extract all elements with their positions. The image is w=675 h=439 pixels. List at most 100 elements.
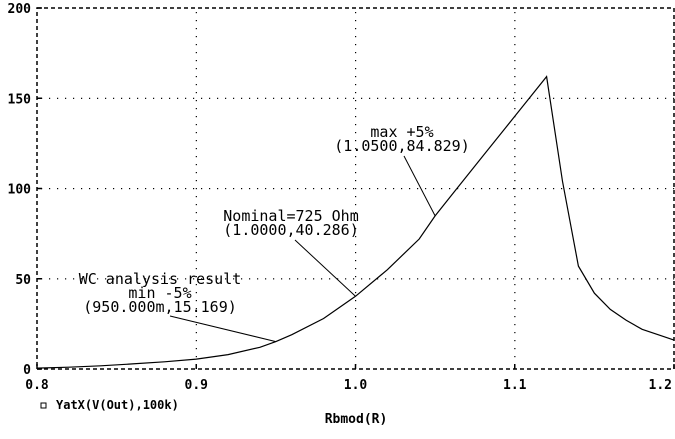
grid-dot [249,97,251,99]
grid-dot [401,97,403,99]
grid-dot [355,284,357,286]
grid-dot [514,252,516,254]
grid-dot [489,188,491,190]
grid-dot [153,97,155,99]
grid-dot [297,97,299,99]
grid-dot [121,278,123,280]
grid-dot [105,278,107,280]
annotation-text: (950.000m,15.169) [83,298,237,316]
grid-dot [195,44,197,46]
grid-dot [514,44,516,46]
grid-dot [457,97,459,99]
grid-dot [195,100,197,102]
grid-dot [345,188,347,190]
grid-dot [449,188,451,190]
grid-dot [417,188,419,190]
grid-dot [89,97,91,99]
grid-dot [289,278,291,280]
grid-dot [249,278,251,280]
grid-dot [673,97,675,99]
grid-dot [355,164,357,166]
grid-dot [225,188,227,190]
grid-dot [513,97,515,99]
annotation-leader [403,155,436,217]
grid-dot [257,188,259,190]
grid-dot [321,188,323,190]
legend-label: YatX(V(Out),100k) [56,398,179,412]
grid-dot [195,332,197,334]
grid-dot [433,97,435,99]
grid-dot [249,188,251,190]
grid-dot [433,278,435,280]
annotation-leader [294,239,356,297]
grid-dot [529,278,531,280]
grid-dot [355,28,357,30]
grid-dot [665,97,667,99]
grid-dot [129,278,131,280]
grid-dot [337,97,339,99]
grid-dot [641,278,643,280]
grid-dot [305,188,307,190]
grid-dot [355,108,357,110]
grid-dot [195,228,197,230]
grid-dot [195,204,197,206]
grid-dot [385,188,387,190]
grid-dot [514,292,516,294]
grid-dot [537,188,539,190]
grid-dot [514,164,516,166]
grid-dot [514,108,516,110]
grid-dot [514,268,516,270]
grid-dot [514,244,516,246]
grid-dot [195,156,197,158]
grid-dot [665,278,667,280]
grid-dot [355,308,357,310]
grid-dot [473,188,475,190]
grid-dot [73,278,75,280]
grid-dot [195,284,197,286]
grid-dot [195,116,197,118]
grid-dot [297,188,299,190]
grid-dot [521,188,523,190]
grid-dot [497,97,499,99]
grid-dot [195,36,197,38]
grid-dot [195,292,197,294]
grid-dot [209,188,211,190]
grid-dot [489,97,491,99]
grid-dot [361,97,363,99]
grid-dot [73,188,75,190]
grid-dot [355,196,357,198]
annotation-text: WC analysis result [79,270,242,288]
grid-dot [145,97,147,99]
grid-dot [617,278,619,280]
grid-dot [57,97,59,99]
grid-dot [617,97,619,99]
grid-dot [514,260,516,262]
grid-dot [233,278,235,280]
grid-dot [355,140,357,142]
grid-dot [329,188,331,190]
grid-dot [281,97,283,99]
axis-ticks: 0.8 0.9 1.0 1.1 1.2 0 50 100 150 200 [8,2,675,393]
grid-dot [505,188,507,190]
grid-dot [514,100,516,102]
grid-dot [355,12,357,14]
grid-dot [514,276,516,278]
grid-dot [441,278,443,280]
y-tick-label: 150 [8,92,32,107]
grid-dot [195,188,197,190]
grid-dot [385,278,387,280]
grid-dot [553,97,555,99]
grid-dot [97,188,99,190]
grid-dot [505,97,507,99]
grid-dot [633,188,635,190]
grid-dot [355,244,357,246]
grid-dot [489,278,491,280]
grid-dot [457,188,459,190]
grid-dot [569,278,571,280]
grid-dot [217,278,219,280]
annotation-text: Nominal=725 Ohm [223,207,358,225]
grid-dot [593,97,595,99]
grid-dot [113,188,115,190]
grid-dot [355,324,357,326]
grid-dot [513,278,515,280]
